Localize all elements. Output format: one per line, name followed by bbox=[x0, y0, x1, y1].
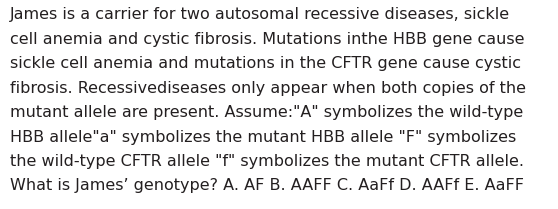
Text: sickle cell anemia and mutations in the CFTR gene cause cystic: sickle cell anemia and mutations in the … bbox=[10, 56, 521, 71]
Text: James is a carrier for two autosomal recessive diseases, sickle: James is a carrier for two autosomal rec… bbox=[10, 7, 510, 22]
Text: What is James’ genotype? A. AF B. AAFF C. AaFf D. AAFf E. AaFF: What is James’ genotype? A. AF B. AAFF C… bbox=[10, 178, 524, 194]
Text: mutant allele are present. Assume:"A" symbolizes the wild-type: mutant allele are present. Assume:"A" sy… bbox=[10, 105, 523, 120]
Text: HBB allele"a" symbolizes the mutant HBB allele "F" symbolizes: HBB allele"a" symbolizes the mutant HBB … bbox=[10, 130, 516, 145]
Text: fibrosis. Recessivediseases only appear when both copies of the: fibrosis. Recessivediseases only appear … bbox=[10, 81, 526, 96]
Text: cell anemia and cystic fibrosis. Mutations inthe HBB gene cause: cell anemia and cystic fibrosis. Mutatio… bbox=[10, 32, 525, 47]
Text: the wild-type CFTR allele "f" symbolizes the mutant CFTR allele.: the wild-type CFTR allele "f" symbolizes… bbox=[10, 154, 524, 169]
